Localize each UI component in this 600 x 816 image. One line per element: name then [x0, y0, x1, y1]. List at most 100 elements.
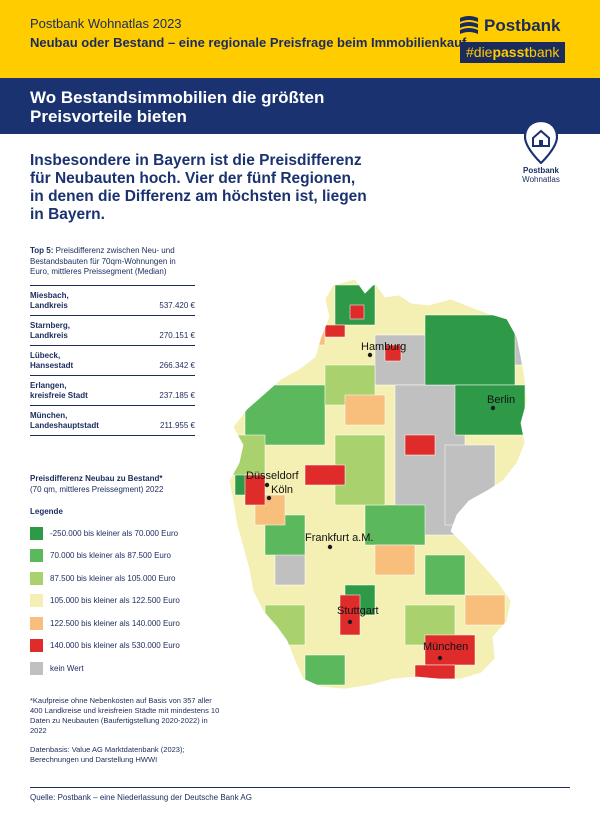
map-legend: Preisdifferenz Neubau zu Bestand* (70 qm…	[30, 474, 200, 680]
top5-section: Top 5: Preisdifferenz zwischen Neu- und …	[30, 246, 195, 436]
map-region	[404, 434, 436, 456]
city-dot-frankfurt	[327, 544, 333, 550]
map-region	[424, 554, 466, 596]
top5-name: Starnberg, Landkreis	[30, 315, 135, 346]
map-region	[324, 324, 346, 338]
legend-label: 140.000 bis kleiner als 530.000 Euro	[50, 641, 180, 651]
table-row: München, Landeshauptstadt 211.955 €	[30, 405, 195, 436]
legend-subtitle: (70 qm, mittleres Preissegment) 2022	[30, 485, 164, 494]
top5-value: 211.955 €	[135, 405, 195, 436]
footnotes: *Kaufpreise ohne Nebenkosten auf Basis v…	[30, 696, 220, 765]
top5-intro: Top 5: Preisdifferenz zwischen Neu- und …	[30, 246, 195, 278]
table-row: Lübeck, Hansestadt 266.342 €	[30, 345, 195, 376]
map-region	[244, 474, 266, 506]
top5-value: 237.185 €	[135, 375, 195, 406]
wohnatlas-logo-line1: Postbank	[522, 166, 559, 175]
map-region	[444, 444, 496, 526]
footer-divider	[30, 787, 570, 788]
legend-label: kein Wert	[50, 663, 84, 673]
legend-item: 122.500 bis kleiner als 140.000 Euro	[30, 612, 200, 635]
city-dot-berlin	[490, 405, 496, 411]
hashtag-prefix: #die	[466, 44, 493, 60]
top5-intro-bold: Top 5:	[30, 246, 54, 255]
city-label-koeln: Köln	[271, 484, 293, 496]
top5-value: 537.420 €	[135, 285, 195, 316]
location-pin-house-icon	[524, 120, 558, 164]
legend-item: -250.000 bis kleiner als 70.000 Euro	[30, 522, 200, 545]
hashtag-bold: passt	[492, 44, 530, 60]
top5-name: Lübeck, Hansestadt	[30, 345, 135, 376]
city-label-berlin: Berlin	[487, 394, 515, 406]
legend-swatch	[30, 571, 43, 585]
header-series-title: Postbank Wohnatlas 2023	[30, 16, 182, 31]
top5-table: Miesbach, Landkreis 537.420 € Starnberg, L…	[30, 284, 195, 436]
table-row: Miesbach, Landkreis 537.420 €	[30, 285, 195, 316]
city-dot-stuttgart	[347, 619, 353, 625]
germany-choropleth-map: Hamburg Berlin Düsseldorf Köln Frankfurt…	[228, 278, 528, 690]
top5-value: 270.151 €	[135, 315, 195, 346]
map-region	[454, 384, 526, 436]
legend-item: 105.000 bis kleiner als 122.500 Euro	[30, 590, 200, 613]
top5-name: Erlangen, kreisfreie Stadt	[30, 375, 135, 406]
map-region	[424, 634, 476, 666]
legend-swatch	[30, 526, 43, 540]
top5-name-line2: Hansestadt	[30, 360, 74, 370]
legend-label: 70.000 bis kleiner als 87.500 Euro	[50, 551, 171, 561]
legend-label: 122.500 bis kleiner als 140.000 Euro	[50, 618, 180, 628]
top5-name-line1: Lübeck,	[30, 350, 61, 360]
header-bar: Postbank Wohnatlas 2023 Neubau oder Best…	[0, 0, 600, 78]
top5-name-line2: Landeshauptstadt	[30, 420, 99, 430]
legend-heading: Legende	[30, 507, 63, 516]
wohnatlas-logo-line2: Wohnatlas	[522, 175, 560, 184]
city-label-duesseldorf: Düsseldorf	[246, 470, 300, 482]
postbank-logo: Postbank #diepasstbank	[458, 14, 578, 64]
city-label-muenchen: München	[423, 641, 468, 653]
brand-hashtag: #diepasstbank	[460, 42, 566, 63]
germany-outline	[228, 278, 528, 690]
map-region	[339, 594, 361, 636]
page-title: Wo Bestandsimmobilien die größten Preisv…	[30, 88, 325, 126]
city-dot-hamburg	[367, 352, 373, 358]
top5-name-line2: Landkreis	[30, 330, 68, 340]
legend-title: Preisdifferenz Neubau zu Bestand*	[30, 474, 163, 483]
source-line: Quelle: Postbank – eine Niederlassung de…	[30, 793, 252, 802]
top5-intro-text: Preisdifferenz zwischen Neu- und Bestand…	[30, 246, 176, 276]
legend-swatch	[30, 639, 43, 653]
top5-name-line1: Erlangen,	[30, 380, 67, 390]
map-region	[304, 654, 346, 686]
top5-value: 266.342 €	[135, 345, 195, 376]
legend-item: kein Wert	[30, 657, 200, 680]
footnote-data-source: Datenbasis: Value AG Marktdatenbank (202…	[30, 745, 185, 764]
header-subtitle: Neubau oder Bestand – eine regionale Pre…	[30, 35, 467, 50]
map-region	[374, 544, 416, 576]
map-region	[349, 304, 365, 320]
postbank-brand: Postbank	[484, 16, 561, 35]
map-region	[464, 594, 506, 626]
city-label-stuttgart: Stuttgart	[337, 605, 379, 617]
legend-item: 87.500 bis kleiner als 105.000 Euro	[30, 567, 200, 590]
map-region	[424, 314, 516, 386]
legend-swatch	[30, 661, 43, 675]
legend-item: 140.000 bis kleiner als 530.000 Euro	[30, 635, 200, 658]
legend-swatch	[30, 549, 43, 563]
hashtag-suffix: bank	[529, 44, 560, 60]
city-dot-koeln	[266, 495, 272, 501]
top5-name-line1: Starnberg,	[30, 320, 71, 330]
postbank-mark-icon	[460, 16, 478, 34]
legend-label: 105.000 bis kleiner als 122.500 Euro	[50, 596, 180, 606]
map-region	[364, 504, 426, 546]
top5-name: München, Landeshauptstadt	[30, 405, 135, 436]
city-label-frankfurt: Frankfurt a.M.	[305, 532, 373, 544]
footnote-method: *Kaufpreise ohne Nebenkosten auf Basis v…	[30, 696, 220, 735]
top5-name-line2: kreisfreie Stadt	[30, 390, 88, 400]
top5-name-line2: Landkreis	[30, 300, 68, 310]
wohnatlas-logo: Postbank Wohnatlas	[516, 120, 566, 192]
map-region	[304, 464, 346, 486]
top5-name-line1: München,	[30, 410, 68, 420]
legend-label: -250.000 bis kleiner als 70.000 Euro	[50, 528, 179, 538]
city-dot-duesseldorf	[264, 482, 270, 488]
headline: Insbesondere in Bayern ist die Preisdiff…	[30, 152, 367, 223]
map-region	[264, 604, 306, 646]
top5-name: Miesbach, Landkreis	[30, 285, 135, 316]
map-region	[229, 434, 266, 476]
